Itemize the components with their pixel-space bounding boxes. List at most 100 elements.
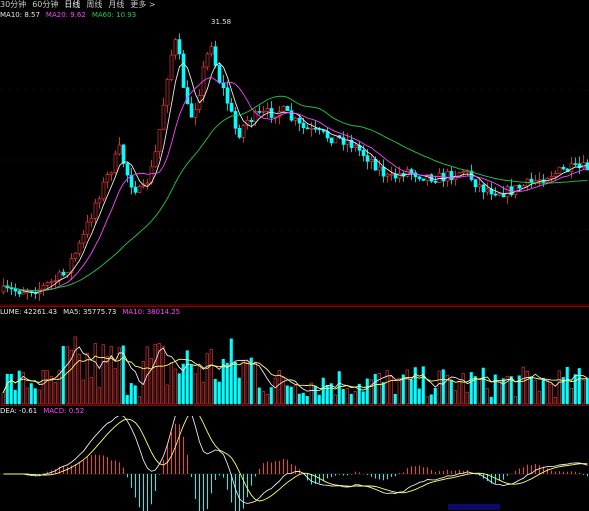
- volume-bar: [81, 379, 85, 405]
- candle-body: [153, 151, 158, 168]
- volume-bar: [409, 379, 413, 405]
- dea-value: DEA: -0.61: [0, 407, 38, 415]
- candle-body: [237, 128, 242, 138]
- volume-chart[interactable]: [0, 317, 589, 405]
- candle-body: [301, 122, 306, 129]
- volume-bar: [277, 370, 281, 405]
- candle-body: [533, 180, 538, 183]
- peak-price-label: 31.58: [211, 18, 232, 26]
- volume-bar: [545, 379, 549, 405]
- volume-bar: [17, 370, 21, 405]
- candle-body: [309, 127, 314, 130]
- price-legend: MA10: 8.57 MA20: 9.62 MA60: 10.93: [0, 10, 142, 20]
- volume-bar: [461, 373, 465, 405]
- volume-bar: [117, 347, 121, 405]
- volume-bar: [85, 352, 89, 405]
- volume-bar: [233, 361, 237, 405]
- candle-body: [409, 169, 414, 174]
- candle-body: [581, 162, 586, 169]
- volume-legend: LUME: 42261.43 MA5: 35775.73 MA10: 38014.2…: [0, 307, 186, 317]
- candle-body: [473, 179, 478, 188]
- volume-bar: [69, 349, 73, 405]
- candle-body: [577, 163, 582, 169]
- volume-bar: [557, 370, 561, 405]
- volume-bar: [497, 381, 501, 405]
- volume-ma10-line: [2, 355, 588, 393]
- volume-bar: [453, 390, 457, 405]
- candle-body: [61, 271, 66, 276]
- candle-body: [461, 171, 466, 173]
- candle-body: [353, 145, 358, 148]
- volume-bar: [217, 381, 221, 405]
- volume-bar: [305, 396, 309, 405]
- candle-body: [277, 111, 282, 118]
- candle-body: [165, 79, 170, 106]
- volume-bar: [457, 380, 461, 405]
- candle-body: [573, 163, 578, 165]
- candle-body: [561, 166, 566, 170]
- volume-bar: [369, 379, 373, 405]
- volume-bar: [553, 396, 557, 405]
- volume-bar: [149, 358, 153, 405]
- candle-body: [97, 198, 102, 204]
- volume-bar: [529, 376, 533, 405]
- volume-bar: [397, 378, 401, 405]
- candle-body: [217, 65, 222, 84]
- volume-bar: [437, 370, 441, 405]
- candle-body: [549, 176, 554, 179]
- tab-30min[interactable]: 30分钟: [0, 0, 27, 9]
- volume-bar: [501, 378, 505, 405]
- tab-more[interactable]: 更多 >: [130, 0, 156, 9]
- volume-bar: [101, 344, 105, 405]
- candle-body: [85, 221, 90, 235]
- volume-bar: [337, 371, 341, 405]
- candle-body: [121, 144, 126, 164]
- volume-bar: [21, 372, 25, 405]
- volume-ma5-value: MA5: 35775.73: [63, 308, 117, 316]
- volume-bar: [373, 373, 377, 405]
- candle-body: [49, 280, 54, 283]
- candle-body: [173, 39, 178, 56]
- volume-bar: [405, 369, 409, 405]
- volume-bar: [489, 396, 493, 405]
- volume-bar: [321, 377, 325, 405]
- period-toolbar: 30分钟 60分钟 日线 周线 月线 更多 >: [0, 0, 589, 10]
- candle-body: [177, 39, 182, 55]
- volume-bar: [413, 367, 417, 405]
- volume-bar: [169, 362, 173, 405]
- volume-bar: [477, 379, 481, 405]
- volume-bar: [537, 390, 541, 405]
- tab-60min[interactable]: 60分钟: [32, 0, 59, 9]
- candle-body: [329, 137, 334, 144]
- candle-body: [209, 46, 214, 55]
- dif-line: [3, 416, 588, 504]
- candle-body: [517, 184, 522, 189]
- ma20-value: MA20: 9.62: [45, 11, 86, 19]
- volume-bar: [33, 388, 37, 405]
- panel-divider: [0, 405, 589, 406]
- candlestick-chart[interactable]: [0, 20, 589, 306]
- tab-daily[interactable]: 日线: [64, 0, 81, 9]
- volume-bar: [485, 388, 489, 405]
- tab-weekly[interactable]: 周线: [86, 0, 103, 9]
- candle-body: [89, 218, 94, 223]
- volume-bar: [421, 366, 425, 405]
- volume-bar: [577, 368, 581, 405]
- volume-bar: [185, 350, 189, 405]
- tab-monthly[interactable]: 月线: [108, 0, 125, 9]
- candle-body: [17, 290, 22, 295]
- volume-bar: [197, 366, 201, 405]
- candle-body: [161, 104, 166, 130]
- candle-body: [413, 172, 418, 178]
- candle-body: [305, 127, 310, 130]
- volume-ma5-line: [2, 346, 588, 393]
- ma10-line: [3, 62, 588, 294]
- candle-body: [69, 258, 74, 273]
- volume-bar: [25, 387, 29, 405]
- volume-bar: [433, 388, 437, 405]
- volume-bar: [581, 379, 585, 405]
- candle-body: [189, 103, 194, 118]
- volume-bar: [261, 391, 265, 405]
- macd-chart[interactable]: [0, 416, 589, 511]
- volume-bar: [161, 346, 165, 405]
